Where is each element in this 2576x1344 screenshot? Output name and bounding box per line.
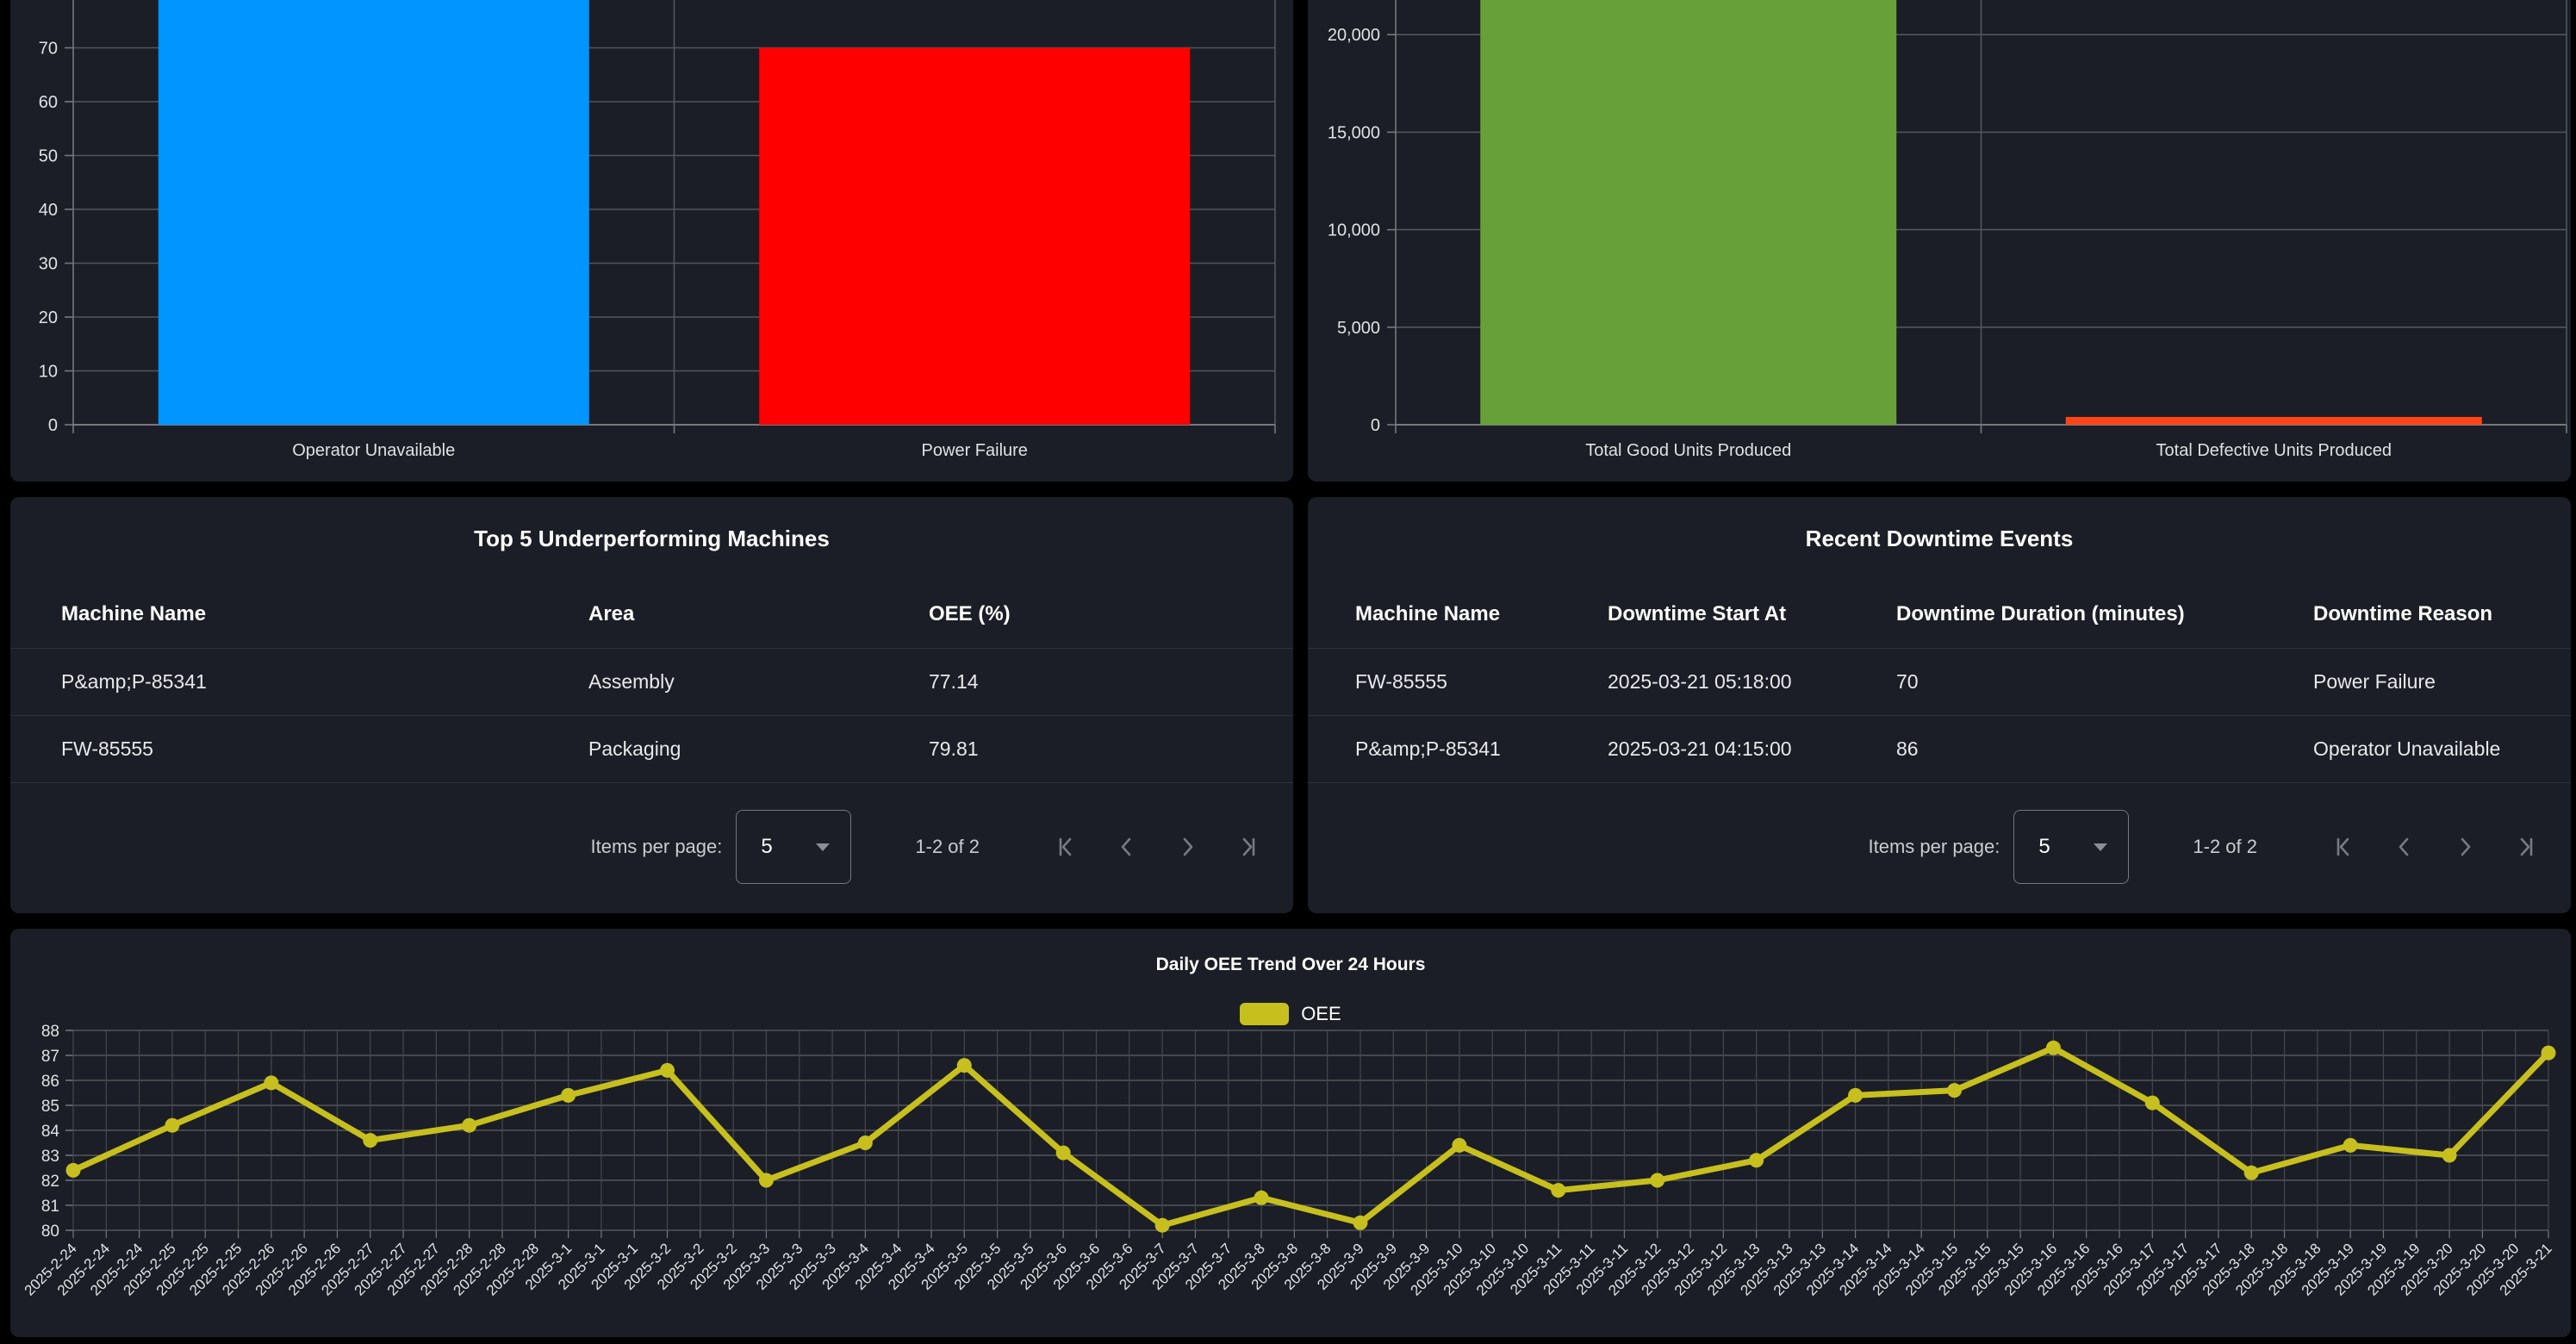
first-page-button[interactable] [2331,834,2357,860]
svg-text:82: 82 [41,1173,59,1191]
table-cell: FW-85555 [61,737,153,760]
table-cell: Packaging [588,737,681,760]
svg-text:20,000: 20,000 [1328,26,1380,45]
underperforming-machines-title: Top 5 Underperforming Machines [474,525,830,551]
downtime-by-reason-card: 0 10 20 30 40 50 60 70 80 Operator Unavailable Pow… [10,0,1293,482]
page-size-select[interactable]: 5 [2013,810,2130,884]
svg-text:Total Defective Units Produced: Total Defective Units Produced [2156,441,2392,460]
column-header: Downtime Start At [1608,601,1787,625]
table-header-row: Machine Name Downtime Start At Downtime Du… [1308,580,2571,649]
table-row: P&amp;P-85341 2025-03-21 04:15:00 86 Operat… [1308,716,2571,783]
table-row: P&amp;P-85341 Assembly 77.14 [10,649,1293,716]
units-produced-chart: 0 5,000 10,000 15,000 20,000 Total Good Units… [1328,0,2567,460]
table-cell: Operator Unavailable [2313,737,2501,760]
svg-text:87: 87 [41,1048,59,1066]
page-range-label: 1-2 of 2 [915,836,980,857]
table-cell: 2025-03-21 05:18:00 [1608,670,1792,693]
svg-text:50: 50 [39,147,58,166]
svg-text:Power Failure: Power Failure [922,441,1028,460]
column-header: Downtime Reason [2313,601,2493,625]
table-cell: 77.14 [929,670,979,693]
page-size-select[interactable]: 5 [736,810,852,884]
previous-page-icon [1121,837,1131,856]
last-page-button[interactable] [1235,834,1260,860]
table-row: FW-85555 Packaging 79.81 [10,716,1293,783]
chevron-down-icon [2094,843,2108,851]
page-range-label: 1-2 of 2 [2193,836,2257,857]
underperforming-machines-card: Top 5 Underperforming Machines Machine N… [10,497,1293,913]
table-cell: 2025-03-21 04:15:00 [1608,737,1792,760]
table-cell: 70 [1896,670,1919,693]
page-size-value: 5 [761,835,773,858]
chevron-down-icon [816,843,831,851]
next-page-button[interactable] [1174,834,1200,860]
items-per-page-label: Items per page: [590,836,723,857]
table-cell: P&amp;P-85341 [61,670,207,693]
oee-legend-label: OEE [1301,1003,1341,1024]
column-header: Downtime Duration (minutes) [1896,601,2185,625]
svg-text:0: 0 [48,416,58,435]
downtime-events-card: Recent Downtime Events Machine Name Downt… [1308,497,2571,913]
page-size-value: 5 [2038,835,2050,858]
first-page-icon [2336,837,2349,856]
table-cell: Assembly [588,670,675,693]
paginator: Items per page: 5 1-2 of 2 [1308,781,2571,913]
column-header: Area [588,601,635,625]
svg-text:86: 86 [41,1073,59,1091]
units-produced-card: 0 5,000 10,000 15,000 20,000 Total Good Units… [1308,0,2571,482]
table-cell: Power Failure [2313,670,2436,693]
previous-page-icon [2399,837,2409,856]
svg-text:10: 10 [39,363,58,382]
svg-text:80: 80 [41,1223,59,1241]
svg-text:88: 88 [41,1023,59,1041]
svg-text:15,000: 15,000 [1328,123,1380,142]
items-per-page-label: Items per page: [1868,836,2000,857]
oee-legend: OEE [10,999,2571,1029]
oee-legend-swatch [1240,1003,1290,1025]
svg-text:60: 60 [39,93,58,112]
table-row: FW-85555 2025-03-21 05:18:00 70 Power Failu… [1308,649,2571,716]
column-header: Machine Name [61,601,207,625]
svg-text:Operator Unavailable: Operator Unavailable [292,441,455,460]
first-page-button[interactable] [1054,834,1080,860]
svg-text:10,000: 10,000 [1328,221,1380,240]
svg-text:85: 85 [41,1098,59,1116]
oee-trend-chart: 8081828384858687882025-2-242025-2-242025… [22,1023,2556,1299]
svg-text:70: 70 [39,40,58,59]
underperforming-machines-table: Machine Name Area OEE (%) P&amp;P-85341 Asse… [10,580,1293,783]
paginator: Items per page: 5 1-2 of 2 [10,781,1293,913]
svg-text:20: 20 [39,308,58,327]
column-header: OEE (%) [929,601,1011,625]
table-cell: P&amp;P-85341 [1355,737,1501,760]
svg-text:40: 40 [39,201,58,220]
svg-text:0: 0 [1371,416,1380,435]
svg-text:84: 84 [41,1123,60,1141]
last-page-button[interactable] [2512,834,2538,860]
previous-page-button[interactable] [2392,834,2417,860]
oee-trend-title: Daily OEE Trend Over 24 Hours [1155,955,1426,974]
previous-page-button[interactable] [1114,834,1140,860]
svg-text:Total Good Units Produced: Total Good Units Produced [1585,441,1791,460]
column-header: Machine Name [1355,601,1501,625]
svg-text:83: 83 [41,1148,59,1166]
first-page-icon [1059,837,1072,856]
next-page-icon [2461,837,2471,856]
next-page-icon [1183,837,1193,856]
last-page-icon [2520,837,2533,856]
oee-trend-card: Daily OEE Trend Over 24 Hours OEE 80 81 82… [10,929,2571,1337]
table-cell: FW-85555 [1355,670,1447,693]
table-cell: 79.81 [929,737,979,760]
svg-text:81: 81 [41,1198,59,1216]
table-header-row: Machine Name Area OEE (%) [10,580,1293,649]
downtime-events-table: Machine Name Downtime Start At Downtime Du… [1308,580,2571,783]
next-page-button[interactable] [2452,834,2478,860]
downtime-events-title: Recent Downtime Events [1805,525,2074,551]
downtime-by-reason-chart: 0 10 20 30 40 50 60 70 80 Operator Unavailable Pow… [39,0,1276,460]
table-cell: 86 [1896,737,1919,760]
last-page-icon [1242,837,1255,856]
svg-text:30: 30 [39,255,58,274]
svg-text:80: 80 [39,0,58,4]
svg-text:5,000: 5,000 [1337,319,1380,338]
